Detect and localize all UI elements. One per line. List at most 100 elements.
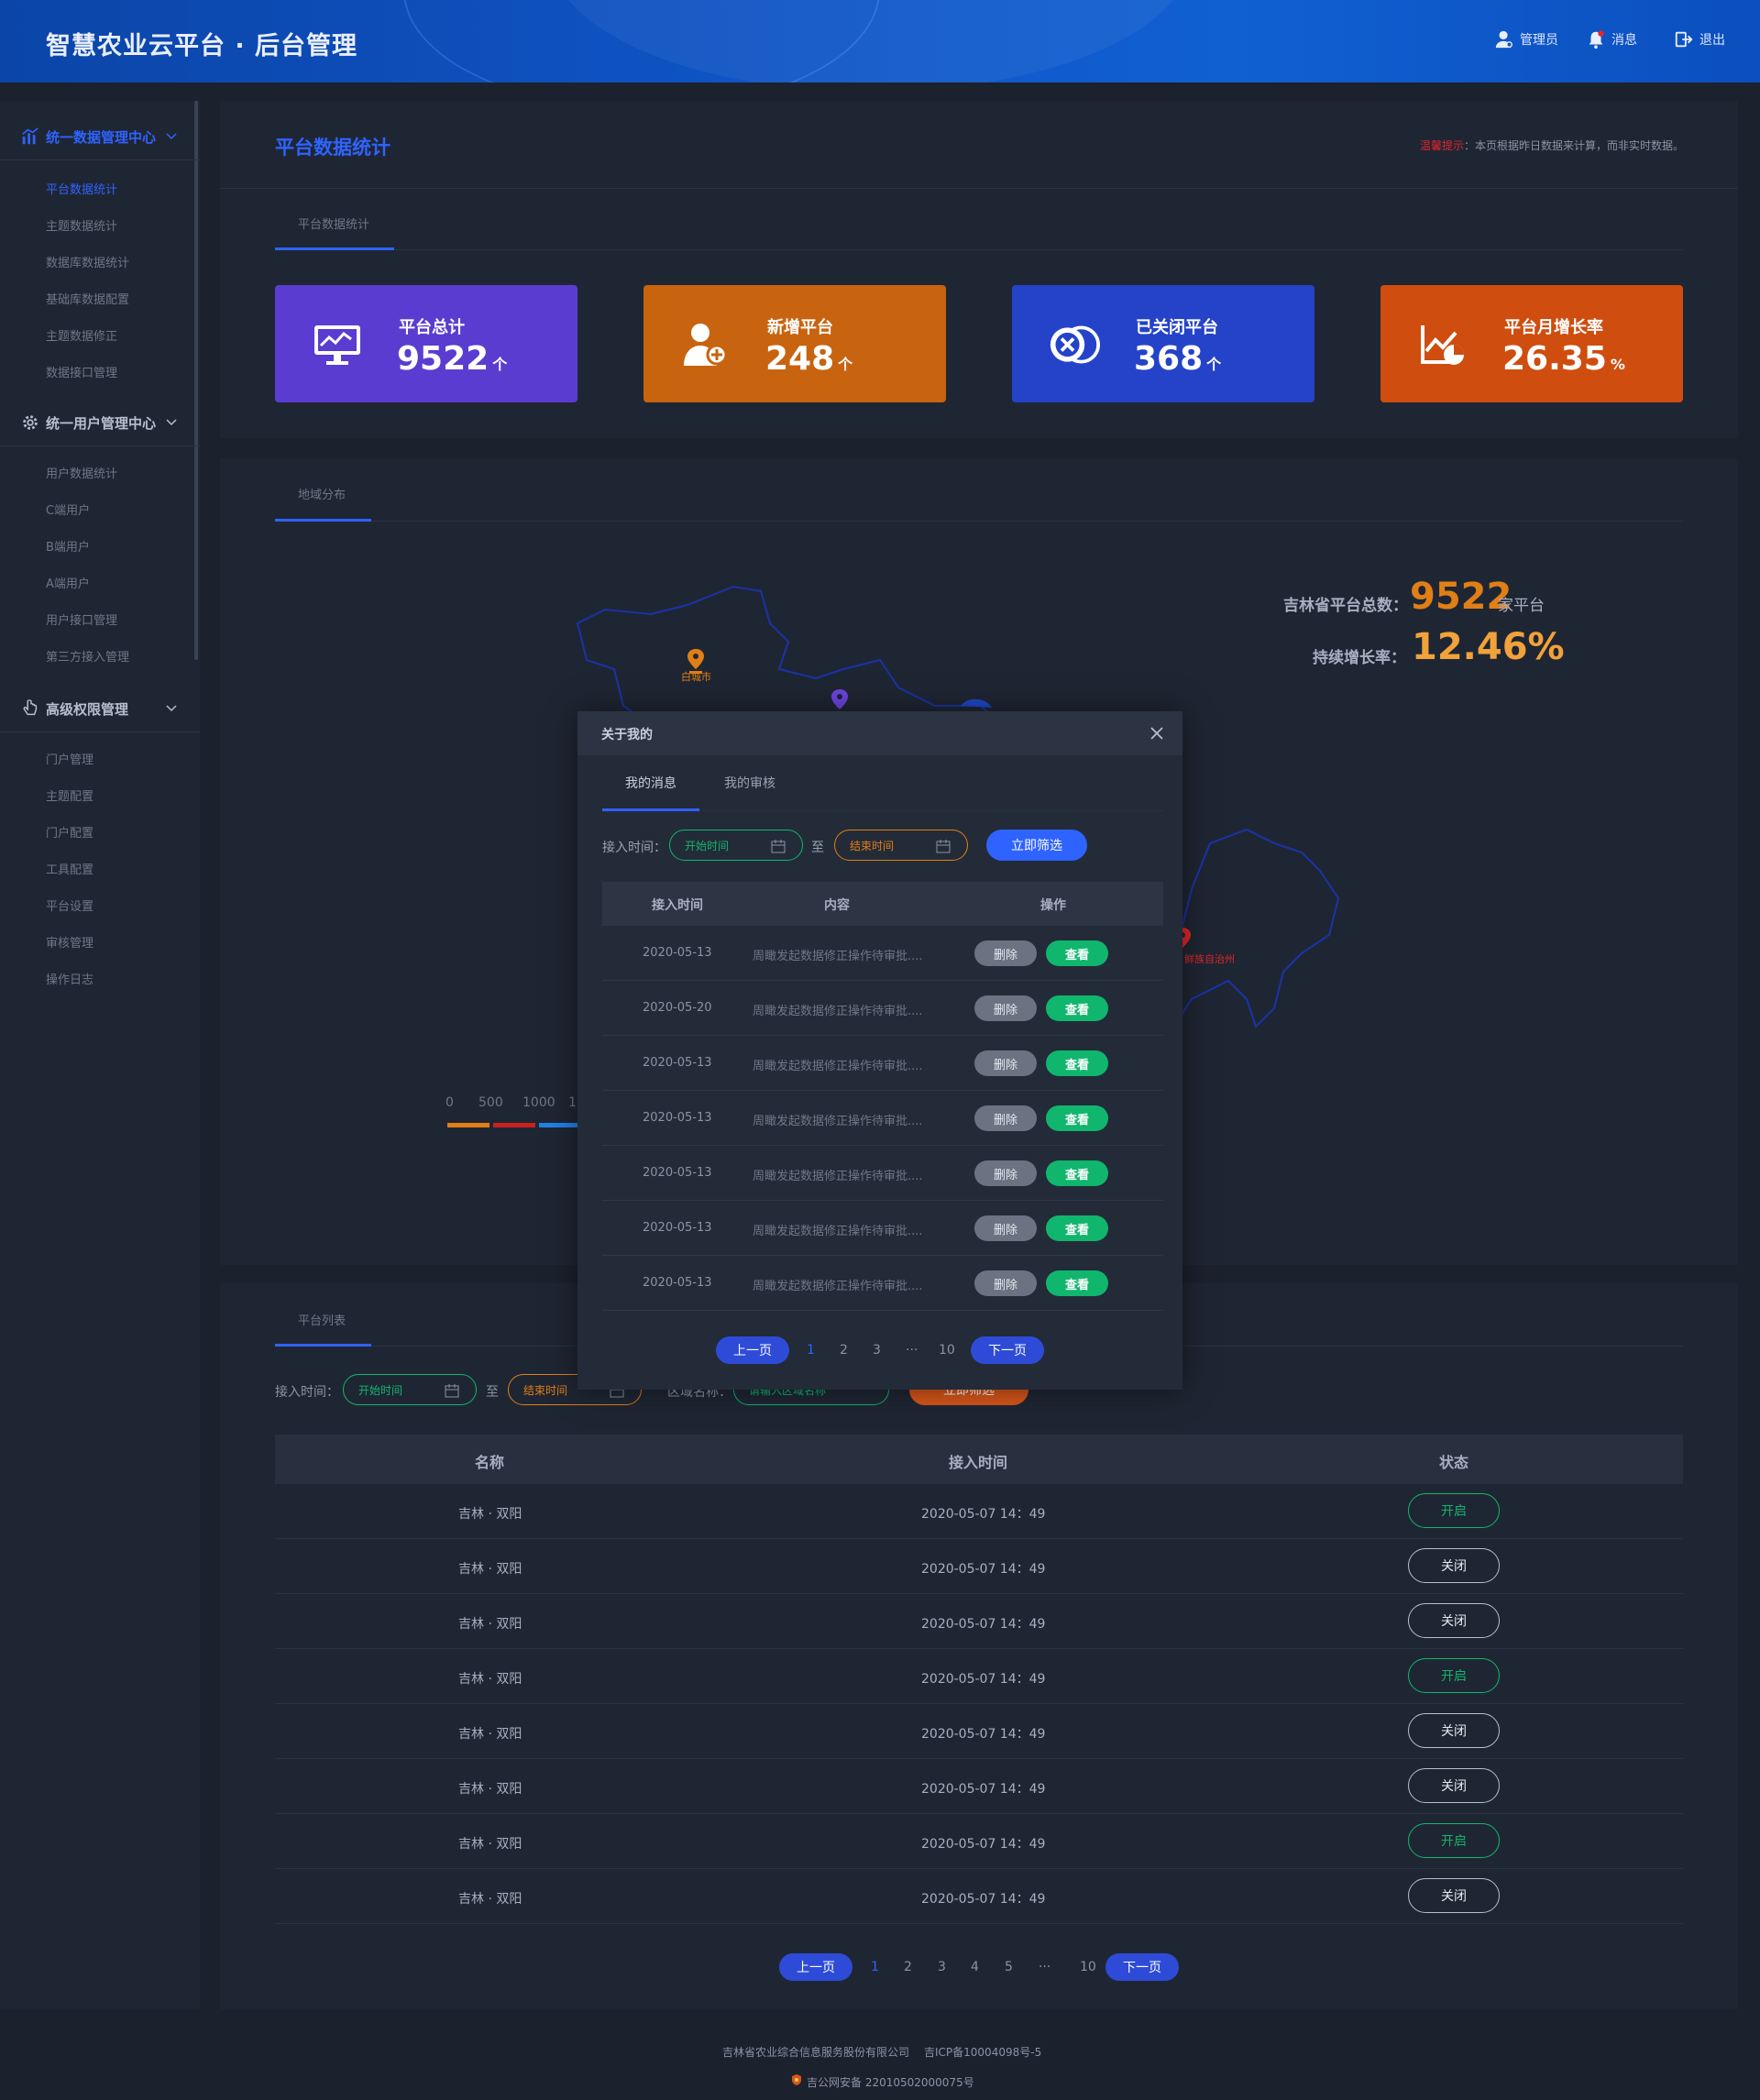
view-button[interactable]: 查看 xyxy=(1046,1050,1108,1076)
row-name: 吉林 · 双阳 xyxy=(458,1782,522,1797)
sidebar-group-label: 统一用户管理中心 xyxy=(46,414,157,432)
status-toggle-button[interactable]: 关闭 xyxy=(1408,1768,1500,1803)
delete-button[interactable]: 删除 xyxy=(974,940,1037,966)
footer-police[interactable]: 吉公网安备 22010502000075号 xyxy=(807,2076,974,2089)
admin-menu[interactable]: 管理员 xyxy=(1494,29,1558,49)
user-icon xyxy=(1495,30,1512,49)
page-number[interactable]: ··· xyxy=(1039,1960,1051,1974)
view-button[interactable]: 查看 xyxy=(1046,1270,1108,1296)
end-date-input[interactable]: 结束时间 xyxy=(834,830,968,861)
status-toggle-button[interactable]: 开启 xyxy=(1408,1658,1500,1693)
message-content: 周瞰发起数据修正操作待审批.... xyxy=(753,1060,923,1073)
message-row: 2020-05-13 周瞰发起数据修正操作待审批.... 删除 查看 xyxy=(602,1091,1163,1146)
sidebar-item-topic-correction[interactable]: 主题数据修正 xyxy=(46,330,118,344)
delete-button[interactable]: 删除 xyxy=(974,1215,1037,1241)
sidebar-item-platform-stats[interactable]: 平台数据统计 xyxy=(46,183,118,197)
sidebar-item-b-users[interactable]: B端用户 xyxy=(46,541,90,555)
stat-value: 368 个 xyxy=(1134,340,1222,378)
list-next-page-button[interactable]: 下一页 xyxy=(1106,1953,1179,1981)
page-number[interactable]: 2 xyxy=(904,1960,912,1974)
sidebar-item-user-stats[interactable]: 用户数据统计 xyxy=(46,467,118,481)
view-button[interactable]: 查看 xyxy=(1046,940,1108,966)
message-content: 周瞰发起数据修正操作待审批.... xyxy=(753,1005,923,1018)
view-button[interactable]: 查看 xyxy=(1046,1215,1108,1241)
footer-icp[interactable]: 吉ICP备10004098号-5 xyxy=(924,2046,1042,2059)
row-name: 吉林 · 双阳 xyxy=(458,1507,522,1522)
view-button[interactable]: 查看 xyxy=(1046,1160,1108,1186)
page-number[interactable]: ··· xyxy=(906,1343,918,1358)
page-number[interactable]: 3 xyxy=(938,1960,946,1974)
close-icon[interactable] xyxy=(1148,724,1166,742)
view-button[interactable]: 查看 xyxy=(1046,1105,1108,1131)
tab-platform-list[interactable]: 平台列表 xyxy=(298,1314,346,1328)
calendar-icon xyxy=(771,840,786,853)
start-date-input[interactable]: 开始时间 xyxy=(669,830,803,861)
delete-button[interactable]: 删除 xyxy=(974,1270,1037,1296)
end-date-input[interactable]: 结束时间 xyxy=(508,1374,642,1405)
sidebar-group-permissions[interactable]: 高级权限管理 xyxy=(0,686,200,731)
tab-platform-stats[interactable]: 平台数据统计 xyxy=(298,218,370,232)
sidebar-item-portal-management[interactable]: 门户管理 xyxy=(46,753,94,767)
page-number[interactable]: 4 xyxy=(971,1960,979,1974)
sidebar-item-third-party[interactable]: 第三方接入管理 xyxy=(46,651,130,665)
page-number[interactable]: 3 xyxy=(873,1343,881,1358)
messages-label: 消息 xyxy=(1612,33,1637,48)
dialog-next-page-button[interactable]: 下一页 xyxy=(971,1336,1044,1364)
tab-my-messages[interactable]: 我的消息 xyxy=(625,776,676,791)
dialog-filter-button[interactable]: 立即筛选 xyxy=(986,830,1087,861)
sidebar-group-data-center[interactable]: 统一数据管理中心 xyxy=(0,114,200,159)
chevron-down-icon xyxy=(166,419,177,426)
page-number[interactable]: 1 xyxy=(871,1960,879,1974)
tab-my-reviews[interactable]: 我的审核 xyxy=(724,776,776,791)
sidebar-item-review-management[interactable]: 审核管理 xyxy=(46,937,94,951)
sidebar-item-c-users[interactable]: C端用户 xyxy=(46,504,91,518)
page-number[interactable]: 2 xyxy=(840,1343,848,1358)
sidebar-item-api-management[interactable]: 数据接口管理 xyxy=(46,367,118,380)
page-number[interactable]: 5 xyxy=(1005,1960,1013,1974)
sidebar-item-tool-config[interactable]: 工具配置 xyxy=(46,863,94,877)
status-toggle-button[interactable]: 关闭 xyxy=(1408,1713,1500,1748)
dialog-table-header: 接入时间 内容 操作 xyxy=(602,882,1163,926)
sidebar-item-platform-settings[interactable]: 平台设置 xyxy=(46,900,94,914)
view-button[interactable]: 查看 xyxy=(1046,995,1108,1021)
status-toggle-button[interactable]: 关闭 xyxy=(1408,1548,1500,1583)
sidebar-item-database-stats[interactable]: 数据库数据统计 xyxy=(46,257,130,270)
sidebar-item-theme-config[interactable]: 主题配置 xyxy=(46,790,94,804)
map-city-label: 白城市 xyxy=(681,671,711,683)
to-label: 至 xyxy=(486,1385,499,1400)
sidebar-item-operation-log[interactable]: 操作日志 xyxy=(46,973,94,987)
messages-menu[interactable]: 消息 xyxy=(1586,29,1637,49)
sidebar-item-base-config[interactable]: 基础库数据配置 xyxy=(46,293,130,307)
sidebar-item-user-api[interactable]: 用户接口管理 xyxy=(46,614,118,628)
status-toggle-button[interactable]: 开启 xyxy=(1408,1823,1500,1858)
message-date: 2020-05-20 xyxy=(643,1001,712,1015)
sidebar-item-topic-stats[interactable]: 主题数据统计 xyxy=(46,220,118,234)
stat-card-growth: 平台月增长率 26.35% xyxy=(1380,285,1683,402)
list-prev-page-button[interactable]: 上一页 xyxy=(779,1953,852,1981)
delete-button[interactable]: 删除 xyxy=(974,1160,1037,1186)
status-toggle-button[interactable]: 关闭 xyxy=(1408,1878,1500,1913)
stat-value: 26.35% xyxy=(1502,340,1625,378)
status-toggle-button[interactable]: 开启 xyxy=(1408,1493,1500,1528)
sidebar-scrollbar[interactable] xyxy=(194,101,198,660)
tab-region-distribution[interactable]: 地域分布 xyxy=(298,489,346,502)
logout-button[interactable]: 退出 xyxy=(1674,29,1725,49)
delete-button[interactable]: 删除 xyxy=(974,995,1037,1021)
delete-button[interactable]: 删除 xyxy=(974,1050,1037,1076)
top-header: 智慧农业云平台 · 后台管理 管理员 消息 退出 xyxy=(0,0,1760,82)
delete-button[interactable]: 删除 xyxy=(974,1105,1037,1131)
legend-tick: 1000 xyxy=(522,1095,556,1110)
dialog-prev-page-button[interactable]: 上一页 xyxy=(716,1336,789,1364)
status-toggle-button[interactable]: 关闭 xyxy=(1408,1603,1500,1638)
growth-rate-label: 持续增长率： xyxy=(1313,649,1406,667)
page-number[interactable]: 10 xyxy=(939,1343,955,1358)
message-date: 2020-05-13 xyxy=(643,1221,712,1235)
sidebar-item-a-users[interactable]: A端用户 xyxy=(46,577,90,591)
page-number[interactable]: 10 xyxy=(1080,1960,1096,1974)
app-title: 智慧农业云平台 · 后台管理 xyxy=(46,32,358,60)
start-date-input[interactable]: 开始时间 xyxy=(343,1374,477,1405)
stat-value: 9522 个 xyxy=(397,340,508,378)
page-number[interactable]: 1 xyxy=(807,1343,815,1358)
sidebar-item-portal-config[interactable]: 门户配置 xyxy=(46,827,94,841)
sidebar-group-user-center[interactable]: 统一用户管理中心 xyxy=(0,400,200,445)
